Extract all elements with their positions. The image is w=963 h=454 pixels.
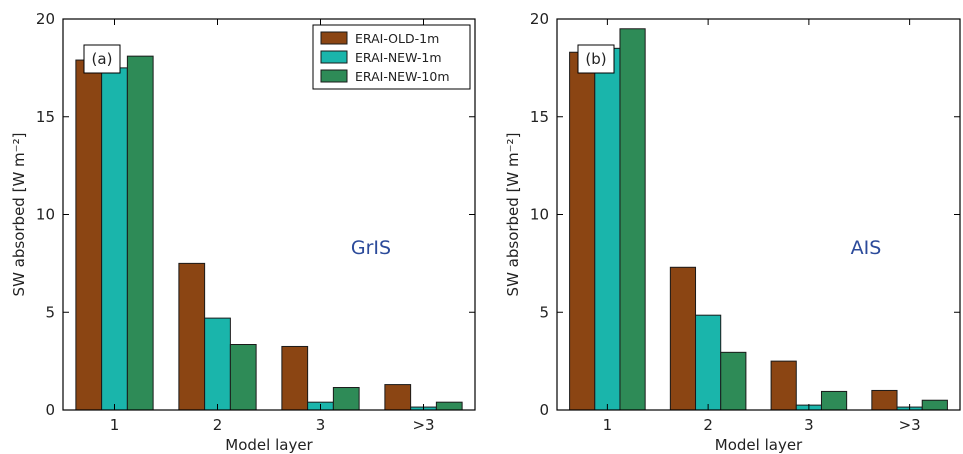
bar-erai-new-10m-layer-4 [921,399,948,411]
y-tick-label: 20 [530,10,549,28]
panel-tag: (a) [92,50,113,68]
x-tick-label: >3 [899,416,921,434]
legend-entry-erai-old-1m: ERAI-OLD-1m [355,31,439,46]
bar-erai-new-10m-layer-1 [619,28,646,411]
x-tick-label: 2 [703,416,713,434]
bar-erai-new-10m-layer-1 [126,55,154,411]
x-tick-label: 1 [110,416,120,434]
bar-erai-old-1m-layer-3 [770,360,797,411]
legend-entry-erai-new-1m: ERAI-NEW-1m [355,50,442,65]
x-tick-label: 2 [213,416,223,434]
x-tick-label: 3 [804,416,814,434]
bar-erai-old-1m-layer-2 [178,262,206,411]
panel-tag-box [577,44,615,74]
legend-entry-erai-new-10m: ERAI-NEW-10m [355,69,450,84]
bar-erai-new-1m-layer-2 [204,317,231,411]
legend-swatch-erai-old-1m [320,31,348,45]
bar-erai-new-1m-layer-1 [594,47,621,411]
chart-panel-1: 0 5 10 15 20 1 2 3 >3 Model layer SW absorbed [W m… [10,10,476,454]
bar-erai-new-1m-layer-1 [101,67,128,411]
y-tick-label: 15 [36,108,55,126]
y-tick-label: 0 [539,401,549,419]
legend-swatch-erai-new-10m [320,69,348,83]
panel-tag-box [83,44,121,74]
y-tick-label: 15 [530,108,549,126]
bar-erai-old-1m-layer-4 [384,384,412,411]
y-tick-label: 20 [36,10,55,28]
bar-erai-new-10m-layer-3 [332,387,360,411]
region-label: AIS [851,237,882,259]
chart-panel-2: 0 5 10 15 20 1 2 3 >3 Model layer SW absorbed [W m… [504,10,961,454]
bar-erai-old-1m-layer-2 [669,266,697,411]
bar-erai-new-1m-layer-2 [695,314,722,411]
bar-erai-new-10m-layer-4 [435,401,463,411]
y-tick-label: 10 [530,206,549,224]
bar-erai-new-10m-layer-3 [820,390,848,411]
x-tick-label: 1 [603,416,613,434]
legend-swatch-erai-new-1m [320,50,348,64]
x-tick-label: 3 [316,416,326,434]
bar-erai-old-1m-layer-1 [75,59,103,411]
bar-erai-new-10m-layer-2 [720,351,747,411]
x-axis-label: Model layer [715,436,803,454]
y-tick-label: 0 [45,401,55,419]
legend: ERAI-OLD-1m ERAI-NEW-1m ERAI-NEW-10m [312,24,471,90]
x-axis-label: Model layer [225,436,313,454]
bar-erai-old-1m-layer-3 [281,345,309,411]
y-tick-label: 5 [539,303,549,321]
bar-erai-new-10m-layer-2 [229,344,257,411]
y-tick-label: 10 [36,206,55,224]
y-tick-label: 5 [45,303,55,321]
bar-erai-old-1m-layer-4 [871,389,898,411]
y-axis-label: SW absorbed [W m⁻²] [10,133,28,297]
region-label: GrIS [351,237,391,259]
bar-erai-old-1m-layer-1 [569,51,596,411]
panel-tag: (b) [585,50,606,68]
x-tick-label: >3 [412,416,434,434]
y-axis-label: SW absorbed [W m⁻²] [504,133,522,297]
